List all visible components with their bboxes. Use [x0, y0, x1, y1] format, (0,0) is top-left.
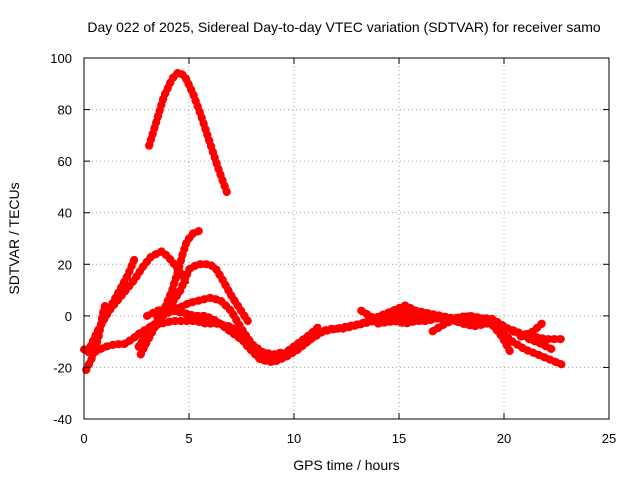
chart-title: Day 022 of 2025, Sidereal Day-to-day VTE… [87, 19, 600, 35]
series-markers-arc-j [357, 301, 557, 354]
axis-ticks: 0 5 10 15 20 25 -40 -20 0 20 40 60 80 100 [50, 51, 616, 446]
series-markers-arc-n [395, 311, 492, 331]
series-markers-arc-e [82, 301, 109, 374]
series-markers-arc-l [428, 311, 515, 356]
x-tick-label: 15 [392, 431, 406, 446]
y-tick-label: 80 [58, 103, 72, 118]
y-tick-label: 60 [58, 154, 72, 169]
y-tick-label: 100 [50, 51, 72, 66]
series-markers-arc-b [86, 247, 191, 351]
x-axis-title: GPS time / hours [293, 457, 400, 473]
y-tick-label: 20 [58, 257, 72, 272]
plot-frame [83, 57, 610, 420]
data-series [80, 68, 567, 374]
series-markers-arc-f [143, 293, 288, 359]
y-tick-label: -40 [53, 412, 72, 427]
y-axis-title: SDTVAR / TECUs [6, 182, 22, 294]
y-tick-label: 0 [65, 309, 72, 324]
series-markers-arc-m [516, 319, 546, 341]
x-tick-label: 25 [602, 431, 616, 446]
y-tick-label: 40 [58, 206, 72, 221]
y-tick-label: -20 [53, 360, 72, 375]
series-markers-arc-d [136, 226, 204, 359]
series-markers-arc-high [145, 68, 231, 197]
x-tick-label: 5 [185, 431, 192, 446]
x-tick-label: 10 [287, 431, 301, 446]
x-tick-label: 20 [497, 431, 511, 446]
x-tick-label: 0 [80, 431, 87, 446]
